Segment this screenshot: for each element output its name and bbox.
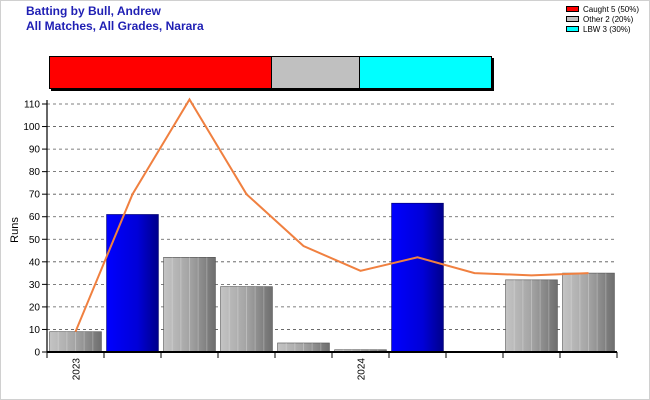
legend-swatch-caught [566, 6, 579, 12]
average-line [74, 97, 589, 333]
y-tick-label: 50 [29, 235, 41, 246]
x-tick-label: 2023 [72, 358, 83, 381]
y-tick-label: 0 [34, 348, 40, 359]
legend-item-other: Other 2 (20%) [566, 14, 639, 24]
dismissal-distribution-bar [49, 56, 492, 89]
dist-segment-other [270, 57, 359, 88]
legend: Caught 5 (50%) Other 2 (20%) LBW 3 (30%) [566, 4, 639, 34]
y-tick-label: 110 [24, 100, 40, 111]
y-axis-title: Runs [9, 217, 21, 243]
dist-segment-caught [50, 57, 271, 88]
dist-segment-lbw [358, 57, 491, 88]
chart-title: Batting by Bull, Andrew [26, 4, 161, 18]
legend-label-other: Other 2 (20%) [583, 14, 634, 24]
runs-bar [505, 279, 558, 353]
y-tick-label: 100 [23, 122, 40, 133]
y-tick-label: 30 [29, 280, 41, 291]
legend-item-lbw: LBW 3 (30%) [566, 24, 639, 34]
legend-label-caught: Caught 5 (50%) [583, 4, 640, 14]
legend-swatch-other [566, 16, 579, 22]
y-tick-label: 10 [29, 325, 41, 336]
runs-bar [163, 257, 216, 353]
y-tick-label: 90 [29, 145, 41, 156]
chart-subtitle: All Matches, All Grades, Narara [26, 19, 204, 33]
y-tick-label: 70 [29, 190, 41, 201]
runs-bar [391, 202, 444, 353]
y-tick-label: 80 [29, 167, 41, 178]
y-tick-label: 40 [29, 257, 41, 268]
runs-bar [562, 272, 615, 353]
legend-swatch-lbw [566, 26, 579, 32]
legend-item-caught: Caught 5 (50%) [566, 4, 639, 14]
y-tick-label: 20 [29, 302, 41, 313]
legend-label-lbw: LBW 3 (30%) [583, 24, 631, 34]
runs-bar [106, 214, 159, 353]
y-tick-label: 60 [29, 212, 41, 223]
x-tick-label: 2024 [357, 358, 368, 381]
